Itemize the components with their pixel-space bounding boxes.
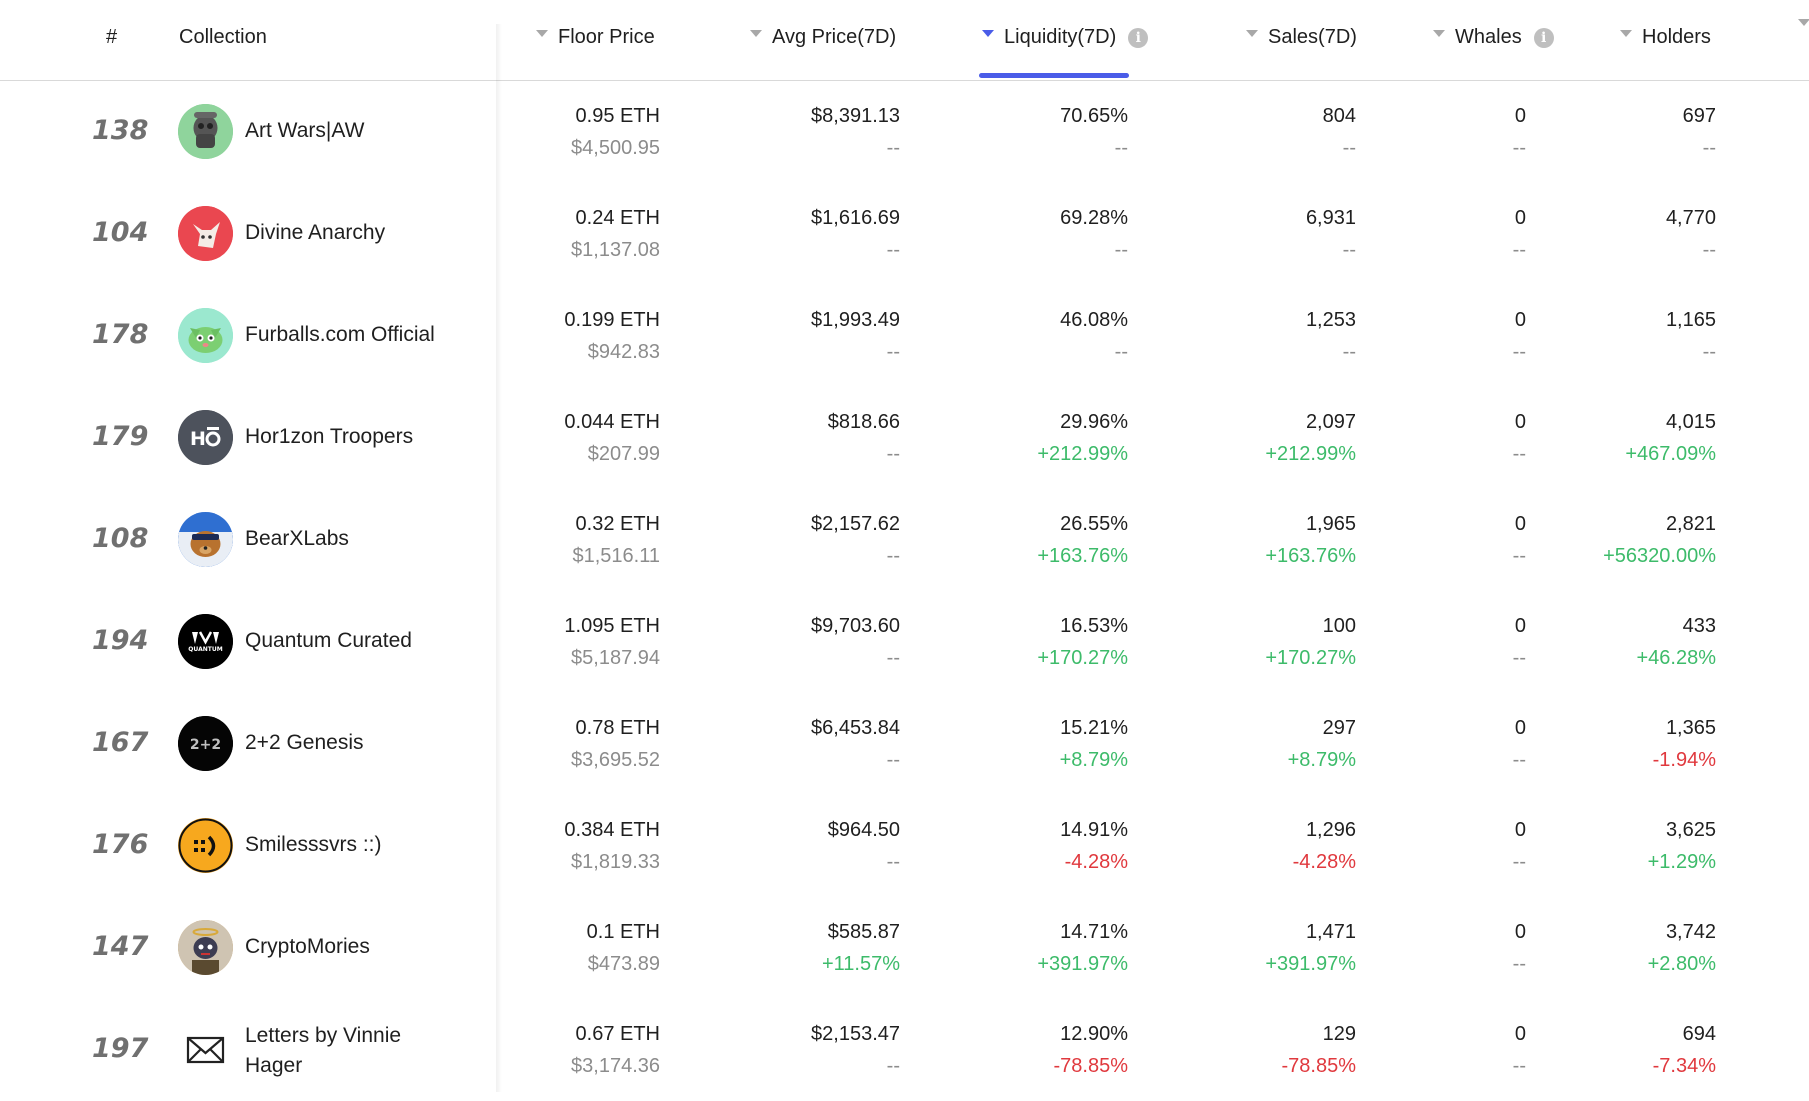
rank-number: 179	[92, 421, 149, 452]
liquidity-sort-header[interactable]: Liquidity(7D) i	[982, 26, 1149, 49]
table-row[interactable]: 108 BearXLabs 0.32 ETH $1,516.11 $2,157.6…	[92, 512, 1716, 567]
liquidity-header-label: Liquidity(7D)	[1004, 26, 1117, 48]
sort-caret-icon	[536, 30, 548, 37]
table-row[interactable]: 179 H Hor1zon Troopers 0.044 ETH $207.99 …	[92, 410, 1716, 465]
sales-header-label: Sales(7D)	[1268, 26, 1357, 48]
rank-number: 178	[92, 319, 149, 350]
sort-caret-icon	[1246, 30, 1258, 37]
table-row[interactable]: 147 CryptoMories 0.1 ETH $473.89 $585.87 +…	[92, 920, 1716, 975]
rank-number: 108	[92, 523, 149, 554]
avg-price-header-label: Avg Price(7D)	[772, 26, 897, 48]
divine-anarchy-avatar-icon[interactable]	[178, 206, 233, 261]
collection-name-link[interactable]: Divine Anarchy	[245, 221, 386, 244]
horizon-troopers-avatar-icon[interactable]: H	[178, 410, 233, 465]
sales-sort-header[interactable]: Sales(7D)	[1246, 26, 1357, 49]
sticky-column-shadow	[496, 24, 502, 1092]
table-body: 138 Art Wars|AW 0.95 ETH $4,500.95 $8,391…	[0, 81, 1809, 1101]
rank-header: #	[106, 26, 118, 48]
collection-name-link[interactable]: Art Wars|AW	[245, 119, 365, 142]
collection-name-link[interactable]: 2+2 Genesis	[245, 731, 364, 754]
collection-name-link[interactable]: Smilesssvrs ::)	[245, 833, 382, 856]
sort-caret-icon	[1620, 30, 1632, 37]
table-row[interactable]: 138 Art Wars|AW 0.95 ETH $4,500.95 $8,391…	[92, 104, 1716, 159]
sort-caret-icon	[750, 30, 762, 37]
collection-name-link[interactable]: CryptoMories	[245, 935, 370, 958]
rank-number: 147	[92, 931, 149, 962]
whales-sort-header[interactable]: Whales i	[1433, 26, 1554, 49]
collection-name-link[interactable]: Furballs.com Official	[245, 323, 435, 346]
envelope-icon[interactable]	[178, 1022, 233, 1077]
collection-name-link[interactable]: Quantum Curated	[245, 629, 412, 652]
rank-number: 194	[92, 625, 149, 656]
svg-text:QUANTUM: QUANTUM	[188, 646, 222, 653]
svg-text:2+2: 2+2	[190, 737, 221, 753]
furballs-avatar-icon[interactable]	[178, 308, 233, 363]
collection-header: Collection	[179, 26, 267, 48]
svg-text:H: H	[190, 428, 206, 450]
collection-name-link[interactable]: Letters by Vinnie Hager	[245, 1024, 402, 1077]
table-row[interactable]: 197 Letters by Vinnie Hager 0.67 ETH $3,1…	[0, 999, 1809, 1101]
info-icon[interactable]: i	[1128, 27, 1149, 48]
floor-price-header-label: Floor Price	[558, 26, 655, 48]
floor-price-sort-header[interactable]: Floor Price	[536, 26, 655, 49]
rank-number: 176	[92, 829, 149, 860]
bearxlabs-avatar-icon[interactable]	[178, 512, 233, 567]
collection-name-link[interactable]: BearXLabs	[245, 527, 349, 550]
holders-sort-header[interactable]: Holders	[1620, 26, 1711, 49]
table-header: # Collection Floor Price Avg Price(7D) L…	[0, 0, 1809, 81]
two-plus-two-avatar-icon[interactable]: 2+2	[178, 716, 233, 771]
rank-number: 104	[92, 217, 149, 248]
whales-header-label: Whales	[1455, 26, 1522, 48]
table-row[interactable]: 104 Divine Anarchy 0.24 ETH $1,137.08 $1,…	[92, 206, 1716, 261]
rank-number: 167	[92, 727, 149, 758]
table-row[interactable]: 194 QUANTUM Quantum Curated 1.095 ETH $5,…	[92, 614, 1716, 669]
table-row[interactable]: 167 2+2 2+2 Genesis 0.78 ETH $3,695.52 $6…	[92, 716, 1716, 771]
cryptomories-avatar-icon[interactable]	[178, 920, 233, 975]
sort-caret-active-icon	[982, 30, 994, 37]
table-row[interactable]: 178 Furballs.com Official 0.199 ETH $942.…	[92, 308, 1716, 363]
smilesssvrs-avatar-icon[interactable]	[178, 818, 233, 873]
table-row[interactable]: 176 Smilesssvrs ::) 0.384 ETH $1,819.33 $…	[92, 818, 1716, 873]
collection-name-link[interactable]: Hor1zon Troopers	[245, 425, 414, 448]
holders-header-label: Holders	[1642, 26, 1711, 48]
rank-number: 197	[92, 1033, 149, 1064]
sort-caret-icon	[1798, 18, 1809, 26]
quantum-curated-avatar-icon[interactable]: QUANTUM	[178, 614, 233, 669]
rank-number: 138	[92, 115, 149, 146]
avg-price-sort-header[interactable]: Avg Price(7D)	[750, 26, 896, 49]
active-sort-underline	[979, 73, 1129, 78]
sort-caret-icon	[1433, 30, 1445, 37]
info-icon[interactable]: i	[1533, 27, 1554, 48]
art-wars-avatar-icon[interactable]	[178, 104, 233, 159]
